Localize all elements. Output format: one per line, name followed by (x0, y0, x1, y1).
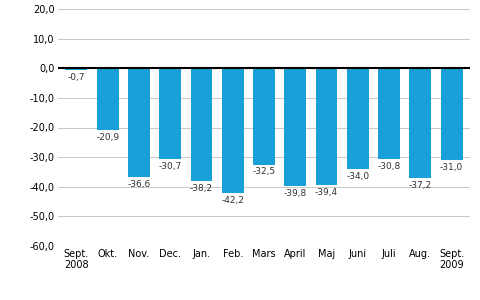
Bar (65, 68, 87, 70)
Bar (284, 68, 306, 186)
Text: -32,5: -32,5 (252, 167, 276, 176)
Bar (191, 68, 212, 182)
Text: -31,0: -31,0 (440, 163, 463, 172)
Text: -0,7: -0,7 (68, 73, 85, 82)
Bar (441, 68, 463, 160)
Bar (222, 68, 244, 193)
Text: -30,7: -30,7 (158, 162, 182, 171)
Text: -34,0: -34,0 (346, 172, 370, 181)
Bar (96, 68, 119, 130)
Bar (409, 68, 432, 178)
Bar (128, 68, 150, 177)
Bar (378, 68, 400, 160)
Text: -42,2: -42,2 (221, 196, 244, 205)
Text: -38,2: -38,2 (190, 184, 213, 194)
Bar (253, 68, 275, 164)
Bar (347, 68, 369, 169)
Text: -36,6: -36,6 (127, 180, 151, 189)
Bar (316, 68, 337, 185)
Text: -20,9: -20,9 (96, 133, 119, 142)
Text: -37,2: -37,2 (409, 182, 432, 190)
Text: -39,8: -39,8 (284, 189, 307, 198)
Bar (159, 68, 181, 159)
Text: -39,4: -39,4 (315, 188, 338, 197)
Text: -30,8: -30,8 (377, 163, 401, 172)
